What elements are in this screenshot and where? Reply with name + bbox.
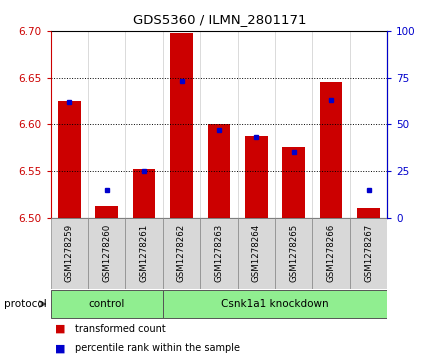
Text: ■: ■ — [55, 343, 66, 354]
Bar — [245, 135, 268, 218]
Text: GSM1278265: GSM1278265 — [289, 224, 298, 282]
Text: GSM1278263: GSM1278263 — [214, 224, 224, 282]
Text: GSM1278262: GSM1278262 — [177, 224, 186, 282]
Bar — [312, 218, 350, 289]
Bar — [170, 33, 193, 218]
Bar — [238, 218, 275, 289]
Text: GSM1278259: GSM1278259 — [65, 224, 74, 282]
Bar — [163, 290, 387, 318]
Bar — [320, 82, 342, 218]
Text: GSM1278260: GSM1278260 — [102, 224, 111, 282]
Bar — [357, 208, 380, 218]
Text: GSM1278266: GSM1278266 — [326, 224, 336, 282]
Bar — [88, 218, 125, 289]
Text: transformed count: transformed count — [75, 323, 165, 334]
Text: ■: ■ — [55, 323, 66, 334]
Text: GSM1278267: GSM1278267 — [364, 224, 373, 282]
Bar — [200, 218, 238, 289]
Bar — [282, 147, 305, 218]
Bar — [350, 218, 387, 289]
Bar — [125, 218, 163, 289]
Text: protocol: protocol — [4, 299, 47, 309]
Text: percentile rank within the sample: percentile rank within the sample — [75, 343, 240, 354]
Text: Csnk1a1 knockdown: Csnk1a1 knockdown — [221, 299, 329, 309]
Bar — [51, 218, 88, 289]
Text: GSM1278264: GSM1278264 — [252, 224, 261, 282]
Text: control: control — [88, 299, 125, 309]
Bar — [51, 290, 163, 318]
Bar — [275, 218, 312, 289]
Bar — [133, 169, 155, 218]
Bar — [95, 206, 118, 218]
Bar — [163, 218, 200, 289]
Text: GSM1278261: GSM1278261 — [139, 224, 149, 282]
Bar — [58, 101, 81, 218]
Bar — [208, 125, 230, 218]
Text: GDS5360 / ILMN_2801171: GDS5360 / ILMN_2801171 — [133, 13, 307, 26]
